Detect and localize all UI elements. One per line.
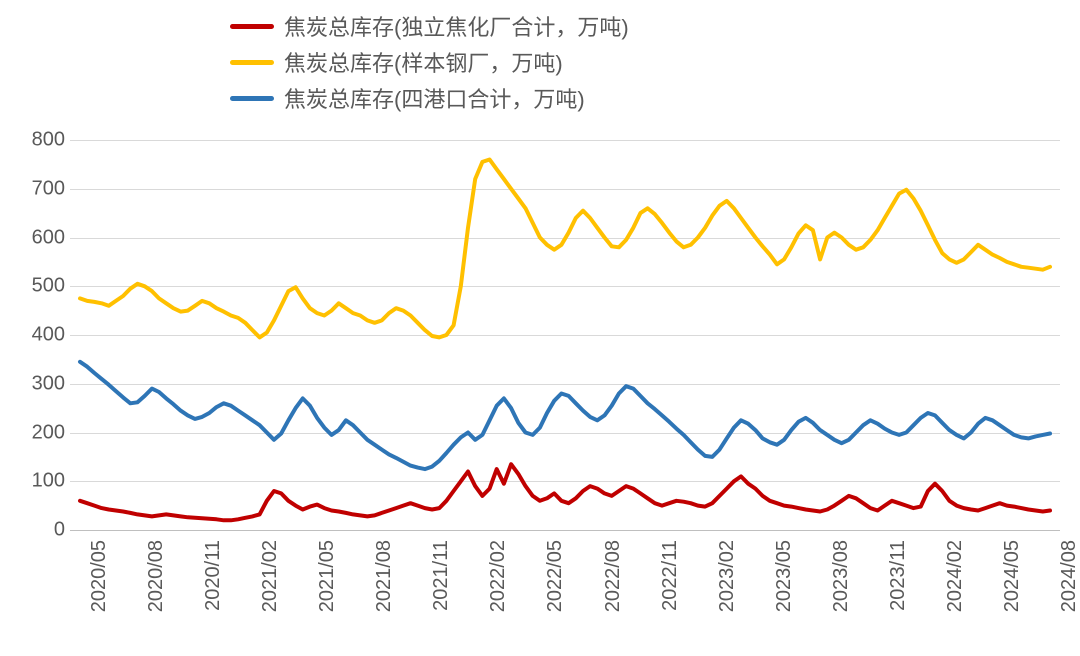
- x-tick-label: 2021/11: [430, 540, 453, 611]
- x-tick-label: 2022/05: [544, 540, 567, 612]
- x-tick-label: 2023/02: [716, 540, 739, 612]
- legend-swatch: [230, 24, 274, 29]
- series-line: [80, 464, 1050, 520]
- legend-label: 焦炭总库存(四港口合计，万吨): [284, 82, 585, 114]
- chart-container: 焦炭总库存(独立焦化厂合计，万吨) 焦炭总库存(样本钢厂，万吨) 焦炭总库存(四港口…: [0, 0, 1080, 656]
- legend-item: 焦炭总库存(四港口合计，万吨): [230, 82, 629, 114]
- legend-swatch: [230, 60, 274, 65]
- x-tick-label: 2020/05: [88, 540, 111, 612]
- y-tick-label: 700: [5, 177, 65, 200]
- legend-swatch: [230, 96, 274, 101]
- y-tick-label: 0: [5, 519, 65, 542]
- y-tick-label: 400: [5, 324, 65, 347]
- x-tick-label: 2023/05: [773, 540, 796, 612]
- x-tick-label: 2024/08: [1058, 540, 1080, 612]
- legend: 焦炭总库存(独立焦化厂合计，万吨) 焦炭总库存(样本钢厂，万吨) 焦炭总库存(四港口…: [230, 10, 629, 118]
- y-tick-label: 800: [5, 129, 65, 152]
- x-tick-label: 2023/08: [830, 540, 853, 612]
- legend-label: 焦炭总库存(样本钢厂，万吨): [284, 46, 563, 78]
- y-tick-label: 600: [5, 226, 65, 249]
- y-tick-label: 100: [5, 470, 65, 493]
- x-tick-label: 2021/05: [316, 540, 339, 612]
- chart-lines: [70, 140, 1060, 530]
- x-tick-label: 2024/05: [1001, 540, 1024, 612]
- x-tick-label: 2020/08: [145, 540, 168, 612]
- x-tick-label: 2020/11: [202, 540, 225, 611]
- y-tick-label: 200: [5, 421, 65, 444]
- y-tick-label: 500: [5, 275, 65, 298]
- x-tick-label: 2024/02: [944, 540, 967, 612]
- legend-item: 焦炭总库存(独立焦化厂合计，万吨): [230, 10, 629, 42]
- x-tick-label: 2021/08: [373, 540, 396, 612]
- x-tick-label: 2021/02: [259, 540, 282, 612]
- legend-item: 焦炭总库存(样本钢厂，万吨): [230, 46, 629, 78]
- legend-label: 焦炭总库存(独立焦化厂合计，万吨): [284, 10, 629, 42]
- x-tick-label: 2022/02: [487, 540, 510, 612]
- x-tick-label: 2022/11: [659, 540, 682, 611]
- series-line: [80, 160, 1050, 338]
- series-line: [80, 362, 1050, 469]
- y-tick-label: 300: [5, 372, 65, 395]
- plot-area: [70, 140, 1060, 531]
- x-tick-label: 2023/11: [887, 540, 910, 611]
- x-tick-label: 2022/08: [602, 540, 625, 612]
